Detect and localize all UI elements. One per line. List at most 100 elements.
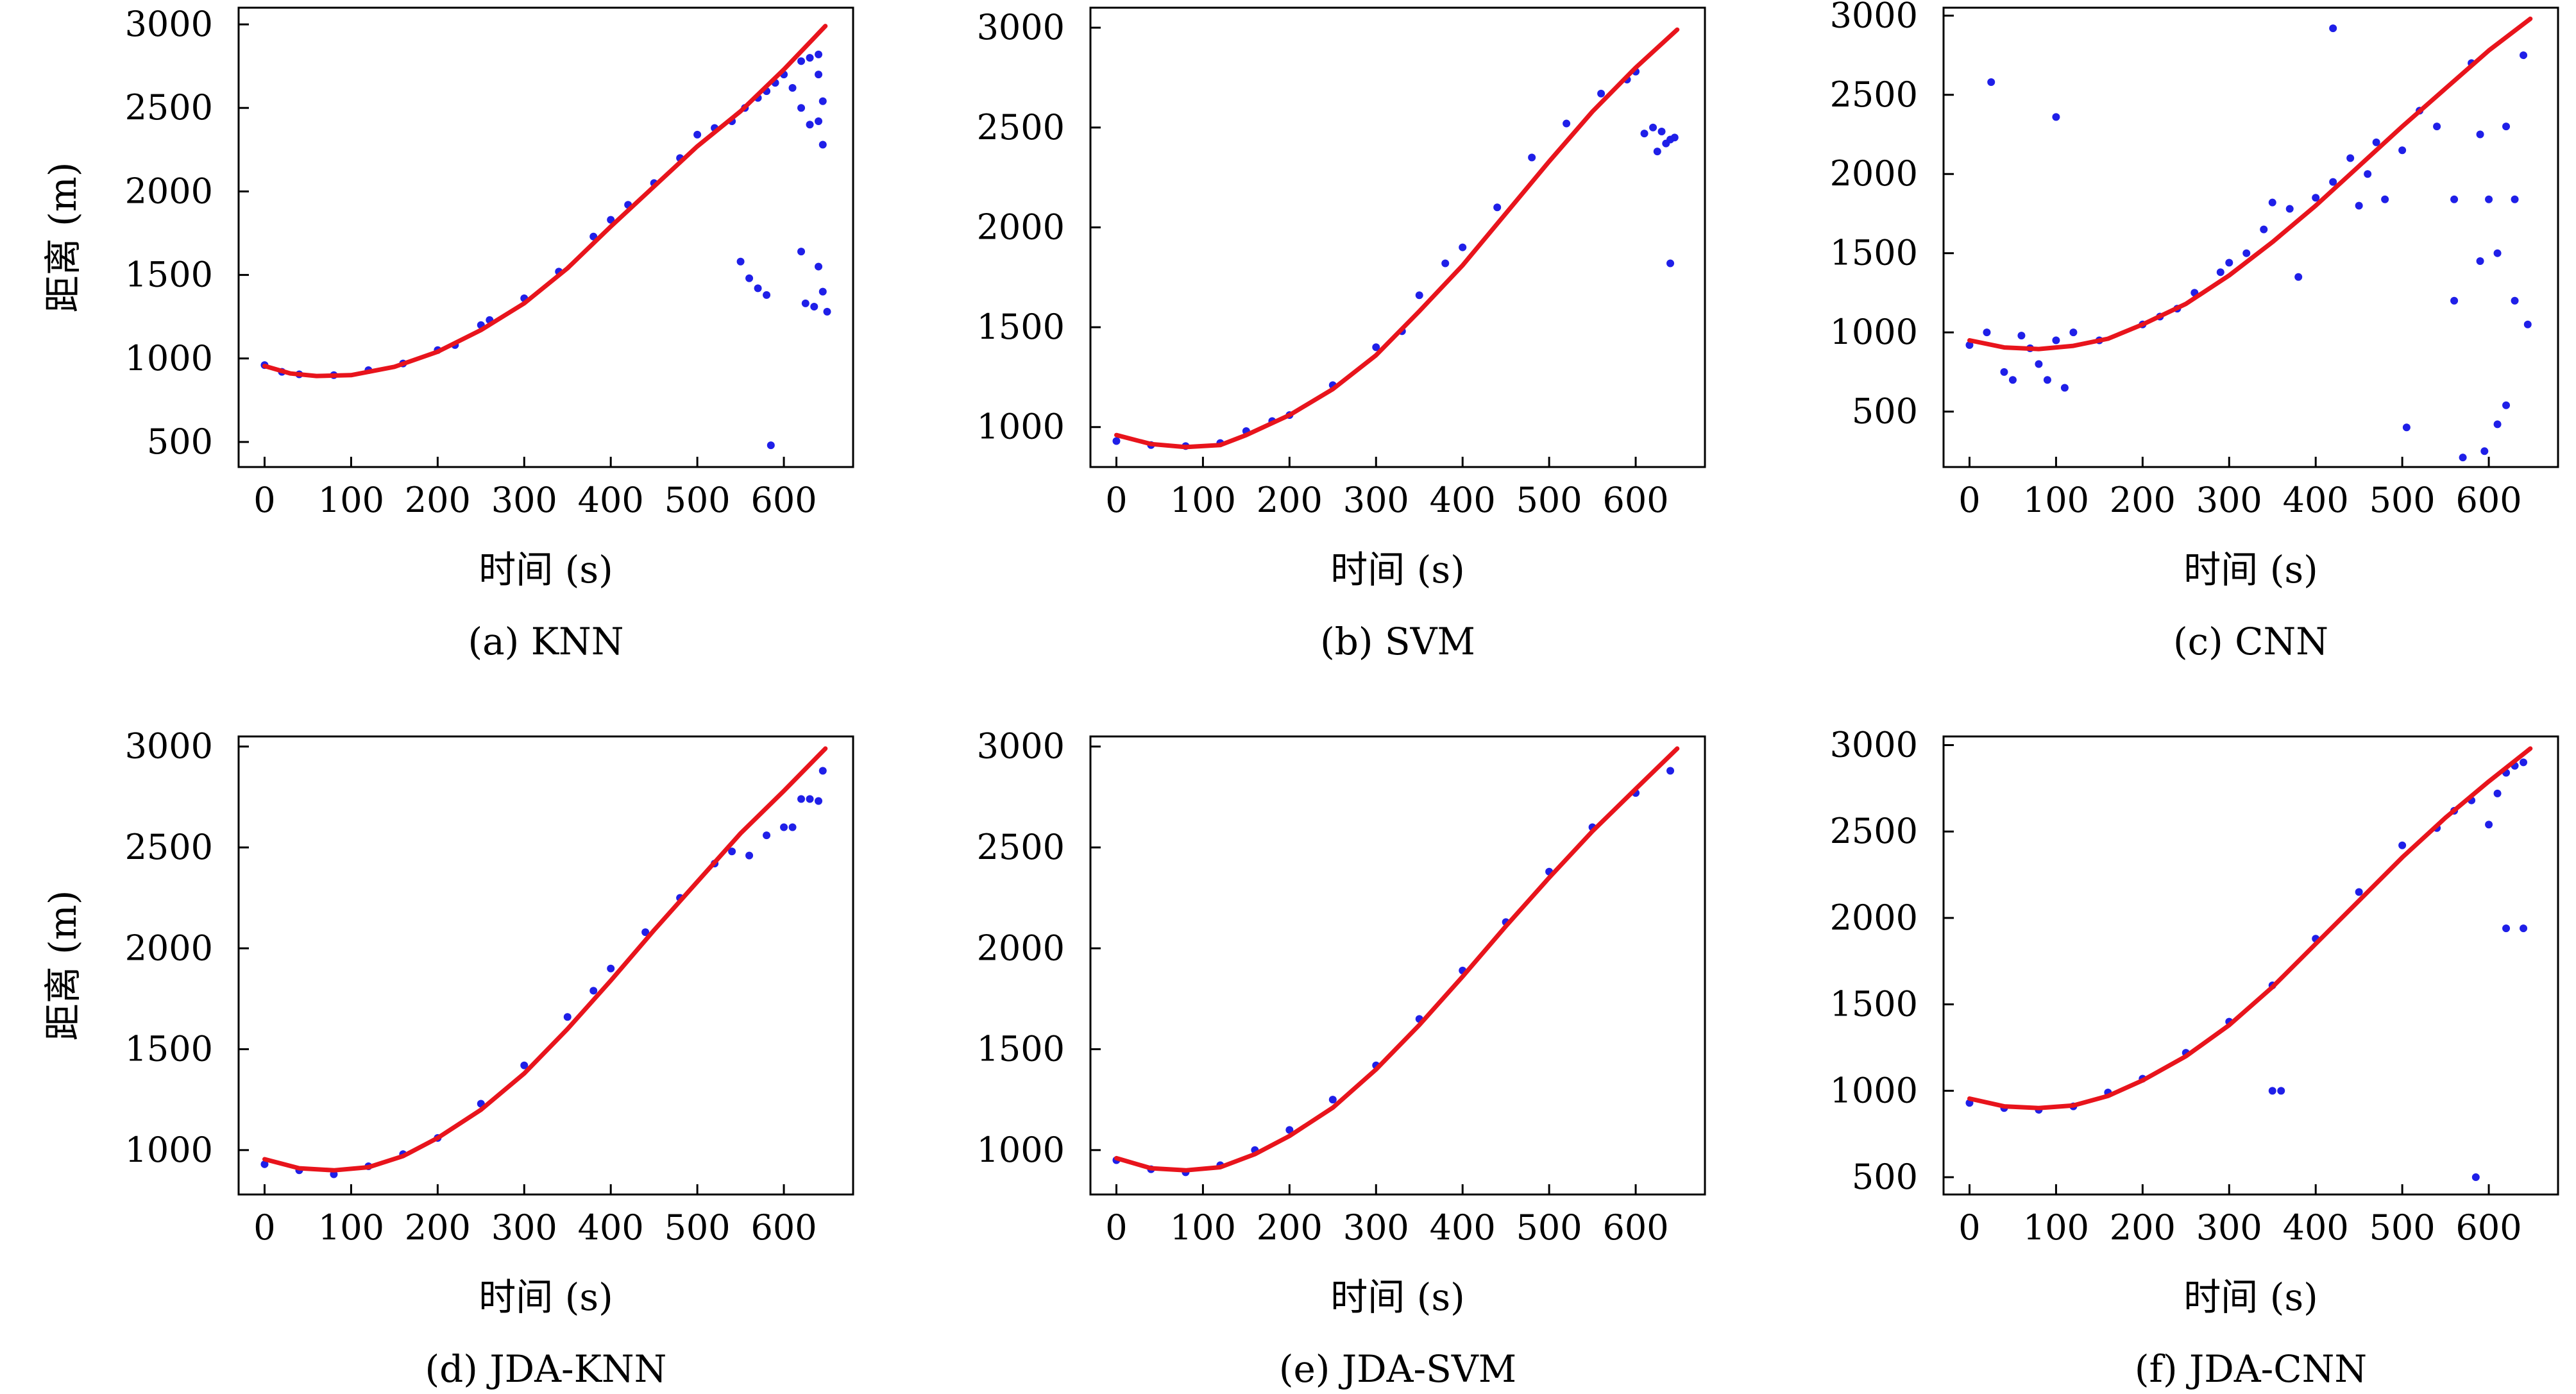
x-tick-label: 400: [578, 480, 644, 520]
data-point: [2511, 296, 2519, 305]
x-tick-label: 200: [1257, 480, 1323, 520]
data-point: [1640, 130, 1648, 138]
data-point: [2035, 360, 2043, 368]
x-tick-label: 400: [1430, 1207, 1496, 1248]
x-tick-label: 600: [2456, 480, 2522, 520]
data-point: [745, 274, 754, 282]
data-point: [2277, 1087, 2285, 1095]
x-tick-label: 600: [1603, 480, 1669, 520]
data-point: [788, 83, 797, 92]
data-point: [2381, 195, 2389, 203]
data-point: [2485, 195, 2493, 203]
x-axis-label: 时间 (s): [1330, 1275, 1464, 1319]
data-point: [1459, 243, 1467, 251]
data-point: [815, 117, 823, 126]
data-point: [2502, 401, 2511, 409]
data-point: [801, 299, 809, 307]
data-point: [2450, 195, 2459, 203]
data-point: [1666, 767, 1675, 775]
data-point: [763, 831, 771, 840]
y-tick-label: 1000: [1830, 312, 1918, 352]
data-point: [2502, 123, 2511, 131]
data-point: [1112, 437, 1121, 445]
data-point: [1563, 119, 1571, 128]
x-tick-label: 600: [751, 480, 817, 520]
y-tick-label: 500: [1852, 1157, 1918, 1197]
plot-frame: [1942, 735, 2559, 1196]
data-point: [815, 797, 823, 805]
y-tick-label: 1000: [977, 407, 1065, 447]
x-tick-label: 500: [1516, 480, 1582, 520]
x-tick-label: 0: [253, 480, 275, 520]
data-point: [1441, 259, 1450, 268]
data-point: [1670, 133, 1679, 142]
x-tick-label: 500: [1516, 1207, 1582, 1248]
y-tick-label: 500: [147, 421, 213, 462]
data-point: [1666, 259, 1675, 268]
y-tick-label: 2000: [125, 928, 213, 968]
x-axis-label: 时间 (s): [479, 1275, 613, 1319]
x-tick-label: 100: [1170, 1207, 1236, 1248]
data-point: [1493, 203, 1502, 212]
data-point: [806, 795, 814, 803]
data-point: [797, 248, 806, 256]
data-point: [815, 262, 823, 271]
x-tick-label: 300: [491, 1207, 557, 1248]
data-point: [2242, 249, 2251, 257]
x-axis-label: 时间 (s): [2183, 548, 2318, 591]
y-tick-label: 2500: [1830, 811, 1918, 851]
subfigure-caption: (e) JDA-SVM: [1279, 1347, 1516, 1391]
data-point: [2502, 924, 2511, 933]
x-tick-label: 600: [1603, 1207, 1669, 1248]
x-tick-label: 400: [1430, 480, 1496, 520]
data-point: [2520, 51, 2528, 60]
data-point: [2398, 146, 2407, 155]
data-point: [736, 257, 745, 266]
data-point: [2433, 123, 2441, 131]
data-point: [2493, 420, 2502, 429]
data-point: [1415, 291, 1423, 300]
x-tick-label: 500: [2369, 480, 2436, 520]
data-point: [728, 847, 736, 856]
data-point: [589, 987, 598, 995]
y-tick-label: 1000: [1830, 1070, 1918, 1110]
data-point: [1328, 1096, 1337, 1104]
data-point: [2052, 113, 2060, 121]
data-point: [780, 823, 788, 831]
data-point: [810, 303, 818, 311]
x-tick-label: 500: [2369, 1207, 2436, 1248]
plot-frame: [1089, 735, 1706, 1196]
x-axis-label: 时间 (s): [1330, 548, 1464, 591]
data-point: [1597, 89, 1606, 98]
x-tick-label: 400: [2283, 1207, 2349, 1248]
data-point: [2450, 296, 2459, 305]
data-point: [818, 97, 827, 105]
data-point: [1965, 341, 1974, 349]
y-tick-label: 1500: [977, 1029, 1065, 1069]
y-tick-label: 1500: [1830, 984, 1918, 1024]
data-point: [767, 441, 775, 450]
data-point: [806, 121, 814, 129]
fit-line: [262, 746, 828, 1173]
subfigure-caption: (f) JDA-CNN: [2135, 1347, 2367, 1391]
data-point: [563, 1013, 572, 1021]
chart-panel-1: 0 100 200 300 400 500 600 500 1000 1500 2000 2500 30…: [41, 4, 854, 663]
x-tick-label: 0: [1105, 480, 1127, 520]
plot-frame: [237, 735, 854, 1196]
data-point: [2459, 454, 2467, 462]
data-point: [2372, 138, 2380, 146]
y-tick-label: 2000: [977, 207, 1065, 247]
data-point: [2476, 130, 2484, 139]
data-point: [1987, 78, 1996, 87]
data-point: [806, 54, 814, 62]
x-tick-label: 0: [1958, 480, 1980, 520]
y-tick-label: 2000: [1830, 897, 1918, 938]
x-tick-label: 0: [1105, 1207, 1127, 1248]
x-tick-label: 400: [2283, 480, 2349, 520]
data-point: [2060, 384, 2069, 392]
x-tick-label: 200: [2110, 1207, 2176, 1248]
data-point: [260, 1160, 269, 1168]
data-point: [788, 823, 797, 831]
data-point: [1662, 139, 1670, 148]
data-point: [818, 287, 827, 296]
